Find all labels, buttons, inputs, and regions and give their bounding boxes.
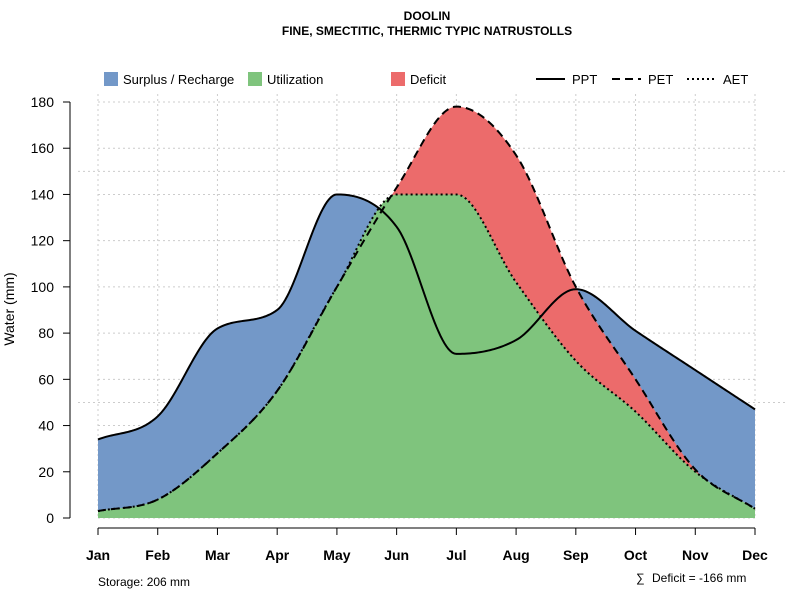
legend-label-utilization: Utilization bbox=[267, 72, 323, 87]
series-line-aet bbox=[97, 193, 756, 513]
axes: 0 20 40 60 80 100 120 140 160 180 Jan Feb Mar Apr May J… bbox=[31, 94, 768, 563]
y-tick-label: 60 bbox=[38, 371, 54, 387]
utilization-area bbox=[98, 194, 755, 518]
x-tick-label: May bbox=[323, 547, 350, 563]
y-tick-label: 80 bbox=[38, 325, 54, 341]
x-tick-label: Sep bbox=[563, 547, 589, 563]
legend-label-pet: PET bbox=[648, 72, 673, 87]
x-tick-label: Jun bbox=[384, 547, 409, 563]
y-tick-label: 100 bbox=[31, 279, 55, 295]
x-tick-label: Dec bbox=[742, 547, 768, 563]
y-tick-label: 20 bbox=[38, 464, 54, 480]
x-tick-label: Aug bbox=[502, 547, 529, 563]
chart-subtitle: FINE, SMECTITIC, THERMIC TYPIC NATRUSTOL… bbox=[282, 24, 572, 38]
x-tick-label: Jul bbox=[446, 547, 466, 563]
x-tick-label: Mar bbox=[205, 547, 230, 563]
deficit-note: Deficit = -166 mm bbox=[652, 571, 746, 585]
storage-note: Storage: 206 mm bbox=[98, 575, 190, 589]
y-tick-label: 40 bbox=[38, 418, 54, 434]
sigma-icon: ∑ bbox=[636, 571, 645, 585]
legend-swatch-surplus bbox=[104, 72, 118, 86]
surplus-area-upper bbox=[98, 106, 755, 512]
legend-swatch-deficit bbox=[391, 72, 405, 86]
series-line-pet bbox=[97, 105, 756, 513]
series-lines bbox=[97, 105, 756, 513]
legend-label-surplus: Surplus / Recharge bbox=[123, 72, 234, 87]
legend-label-ppt: PPT bbox=[572, 72, 597, 87]
legend-swatch-utilization bbox=[248, 72, 262, 86]
x-tick-label: Oct bbox=[624, 547, 648, 563]
legend-label-aet: AET bbox=[723, 72, 748, 87]
chart-title: DOOLIN bbox=[404, 9, 451, 23]
legend: Surplus / Recharge Utilization Deficit P… bbox=[104, 72, 748, 87]
y-axis-label: Water (mm) bbox=[1, 272, 17, 345]
x-tick-label: Nov bbox=[682, 547, 709, 563]
y-tick-label: 120 bbox=[31, 233, 55, 249]
x-tick-label: Jan bbox=[86, 547, 110, 563]
legend-label-deficit: Deficit bbox=[410, 72, 447, 87]
x-tick-label: Feb bbox=[145, 547, 170, 563]
areas bbox=[98, 106, 755, 519]
y-tick-label: 0 bbox=[46, 510, 54, 526]
series-line-ppt bbox=[97, 193, 756, 441]
x-tick-label: Apr bbox=[265, 547, 290, 563]
y-tick-label: 140 bbox=[31, 186, 55, 202]
y-tick-label: 160 bbox=[31, 140, 55, 156]
y-tick-label: 180 bbox=[31, 94, 55, 110]
